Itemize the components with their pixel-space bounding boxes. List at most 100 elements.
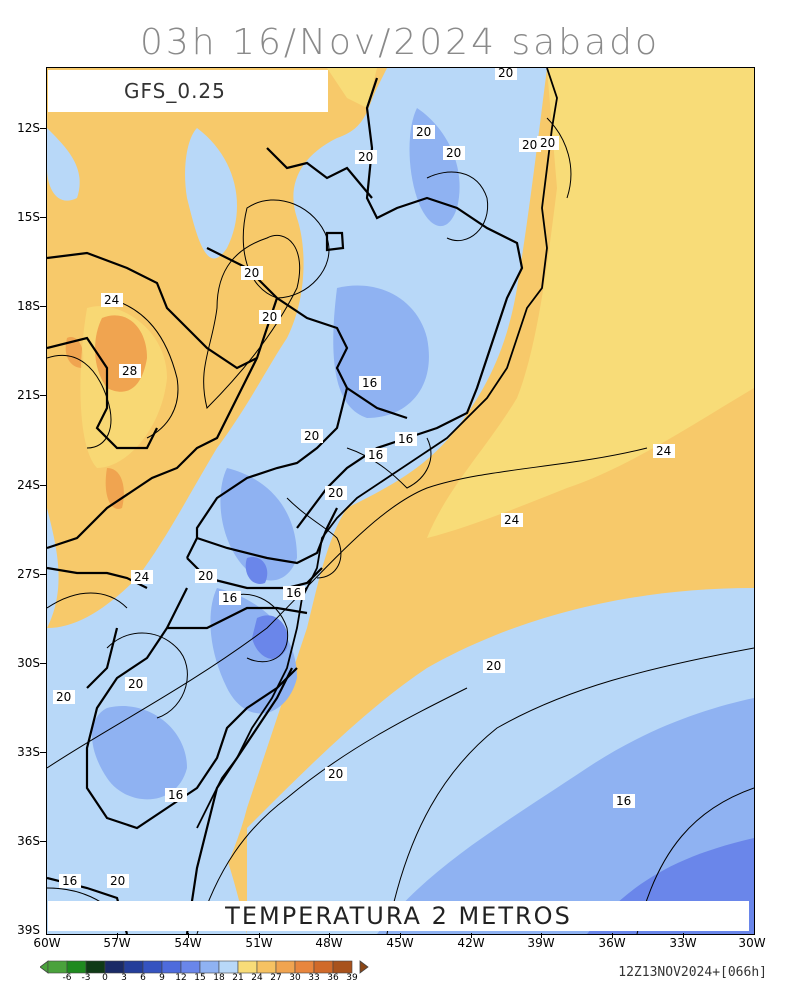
lon-tick (471, 933, 472, 938)
lon-tick (329, 933, 330, 938)
colorbar-label: 18 (213, 973, 225, 983)
colorbar-legend (40, 960, 369, 974)
contour-label: 20 (328, 767, 343, 781)
contour-label: 20 (358, 150, 373, 164)
colorbar-label: 30 (289, 973, 301, 983)
lon-label: 36W (598, 936, 626, 950)
contour-label: 24 (504, 513, 519, 527)
coastline (196, 68, 558, 829)
colorbar-segment (313, 960, 334, 974)
colorbar-label: -3 (81, 973, 91, 983)
lat-tick (40, 485, 46, 486)
contour-label: 20 (328, 486, 343, 500)
lon-label: 48W (315, 936, 343, 950)
lon-label: 60W (33, 936, 61, 950)
lon-label: 33W (669, 936, 697, 950)
contour-label: 20 (416, 125, 431, 139)
cold-core (252, 615, 288, 659)
ocean-warm-region (427, 68, 754, 538)
contour-label: 16 (168, 788, 183, 802)
model-label: GFS_0.25 (48, 70, 328, 112)
variable-label: TEMPERATURA 2 METROS (48, 901, 749, 931)
lon-label: 54W (174, 936, 202, 950)
lat-label: 18S (17, 299, 40, 313)
colorbar-segment (123, 960, 144, 974)
lat-tick (40, 306, 46, 307)
lat-tick (40, 663, 46, 664)
contour-label: 20 (522, 138, 537, 152)
lon-label: 57W (103, 936, 131, 950)
colorbar-label: 12 (175, 973, 187, 983)
colorbar-segment (66, 960, 87, 974)
colorbar-label: 15 (194, 973, 206, 983)
lon-label: 45W (386, 936, 414, 950)
colorbar-segment (332, 960, 353, 974)
contour-label: 20 (540, 136, 555, 150)
colorbar-segment (256, 960, 277, 974)
map-canvas: 20 20 20 20 20 20 24 20 20 28 16 16 16 2… (47, 68, 754, 934)
contour-labels: 20 20 20 20 20 20 24 20 20 28 16 16 16 2… (53, 68, 675, 888)
contour-label: 20 (304, 429, 319, 443)
contour-label: 20 (262, 310, 277, 324)
colorbar-segment (218, 960, 239, 974)
contour-label: 16 (62, 874, 77, 888)
lon-tick (400, 933, 401, 938)
lat-tick (40, 841, 46, 842)
colorbar-label: 3 (121, 973, 127, 983)
lat-label: 33S (17, 745, 40, 759)
contour-label: 20 (56, 690, 71, 704)
lat-label: 30S (17, 656, 40, 670)
contour-label: 20 (110, 874, 125, 888)
lon-tick (612, 933, 613, 938)
contour-label: 20 (498, 68, 513, 80)
lon-label: 30W (738, 936, 766, 950)
colorbar-label: 36 (327, 973, 339, 983)
colorbar-label: 27 (270, 973, 282, 983)
colorbar-segment (85, 960, 106, 974)
map-title: 03h 16/Nov/2024 sabado (139, 22, 661, 63)
lon-tick (188, 933, 189, 938)
colorbar-segment (275, 960, 296, 974)
contour-label: 28 (122, 364, 137, 378)
colorbar-segment (294, 960, 315, 974)
lon-tick (683, 933, 684, 938)
contour-label: 16 (286, 586, 301, 600)
colorbar-label: 24 (251, 973, 263, 983)
contour-label: 24 (134, 570, 149, 584)
lat-tick (40, 752, 46, 753)
lon-tick (117, 933, 118, 938)
colorbar-label: 6 (140, 973, 146, 983)
colorbar-label: 21 (232, 973, 244, 983)
contour-label: 16 (616, 794, 631, 808)
lat-label: 27S (17, 567, 40, 581)
colorbar-segment (47, 960, 68, 974)
colorbar-label: 0 (102, 973, 108, 983)
lon-tick (259, 933, 260, 938)
contour-label: 16 (362, 376, 377, 390)
contour-label: 20 (486, 659, 501, 673)
lat-label: 36S (17, 834, 40, 848)
lon-label: 42W (457, 936, 485, 950)
temperature-map: 20 20 20 20 20 20 24 20 20 28 16 16 16 2… (46, 67, 755, 935)
lon-label: 51W (245, 936, 273, 950)
lat-label: 15S (17, 210, 40, 224)
colorbar-segment (104, 960, 125, 974)
contour-label: 24 (104, 293, 119, 307)
lat-tick (40, 217, 46, 218)
colorbar-segment (161, 960, 182, 974)
contour-label: 16 (398, 432, 413, 446)
lat-tick (40, 574, 46, 575)
lon-label: 39W (527, 936, 555, 950)
colorbar-label: -6 (62, 973, 72, 983)
contour-label: 20 (128, 677, 143, 691)
contour-label: 20 (198, 569, 213, 583)
lat-label: 39S (17, 923, 40, 937)
colorbar-label: 33 (308, 973, 320, 983)
contour-label: 16 (222, 591, 237, 605)
colorbar-segment (180, 960, 201, 974)
contour-label: 20 (446, 146, 461, 160)
lat-tick (40, 395, 46, 396)
colorbar-segment (142, 960, 163, 974)
contour-label: 24 (656, 444, 671, 458)
contour-label: 20 (244, 266, 259, 280)
